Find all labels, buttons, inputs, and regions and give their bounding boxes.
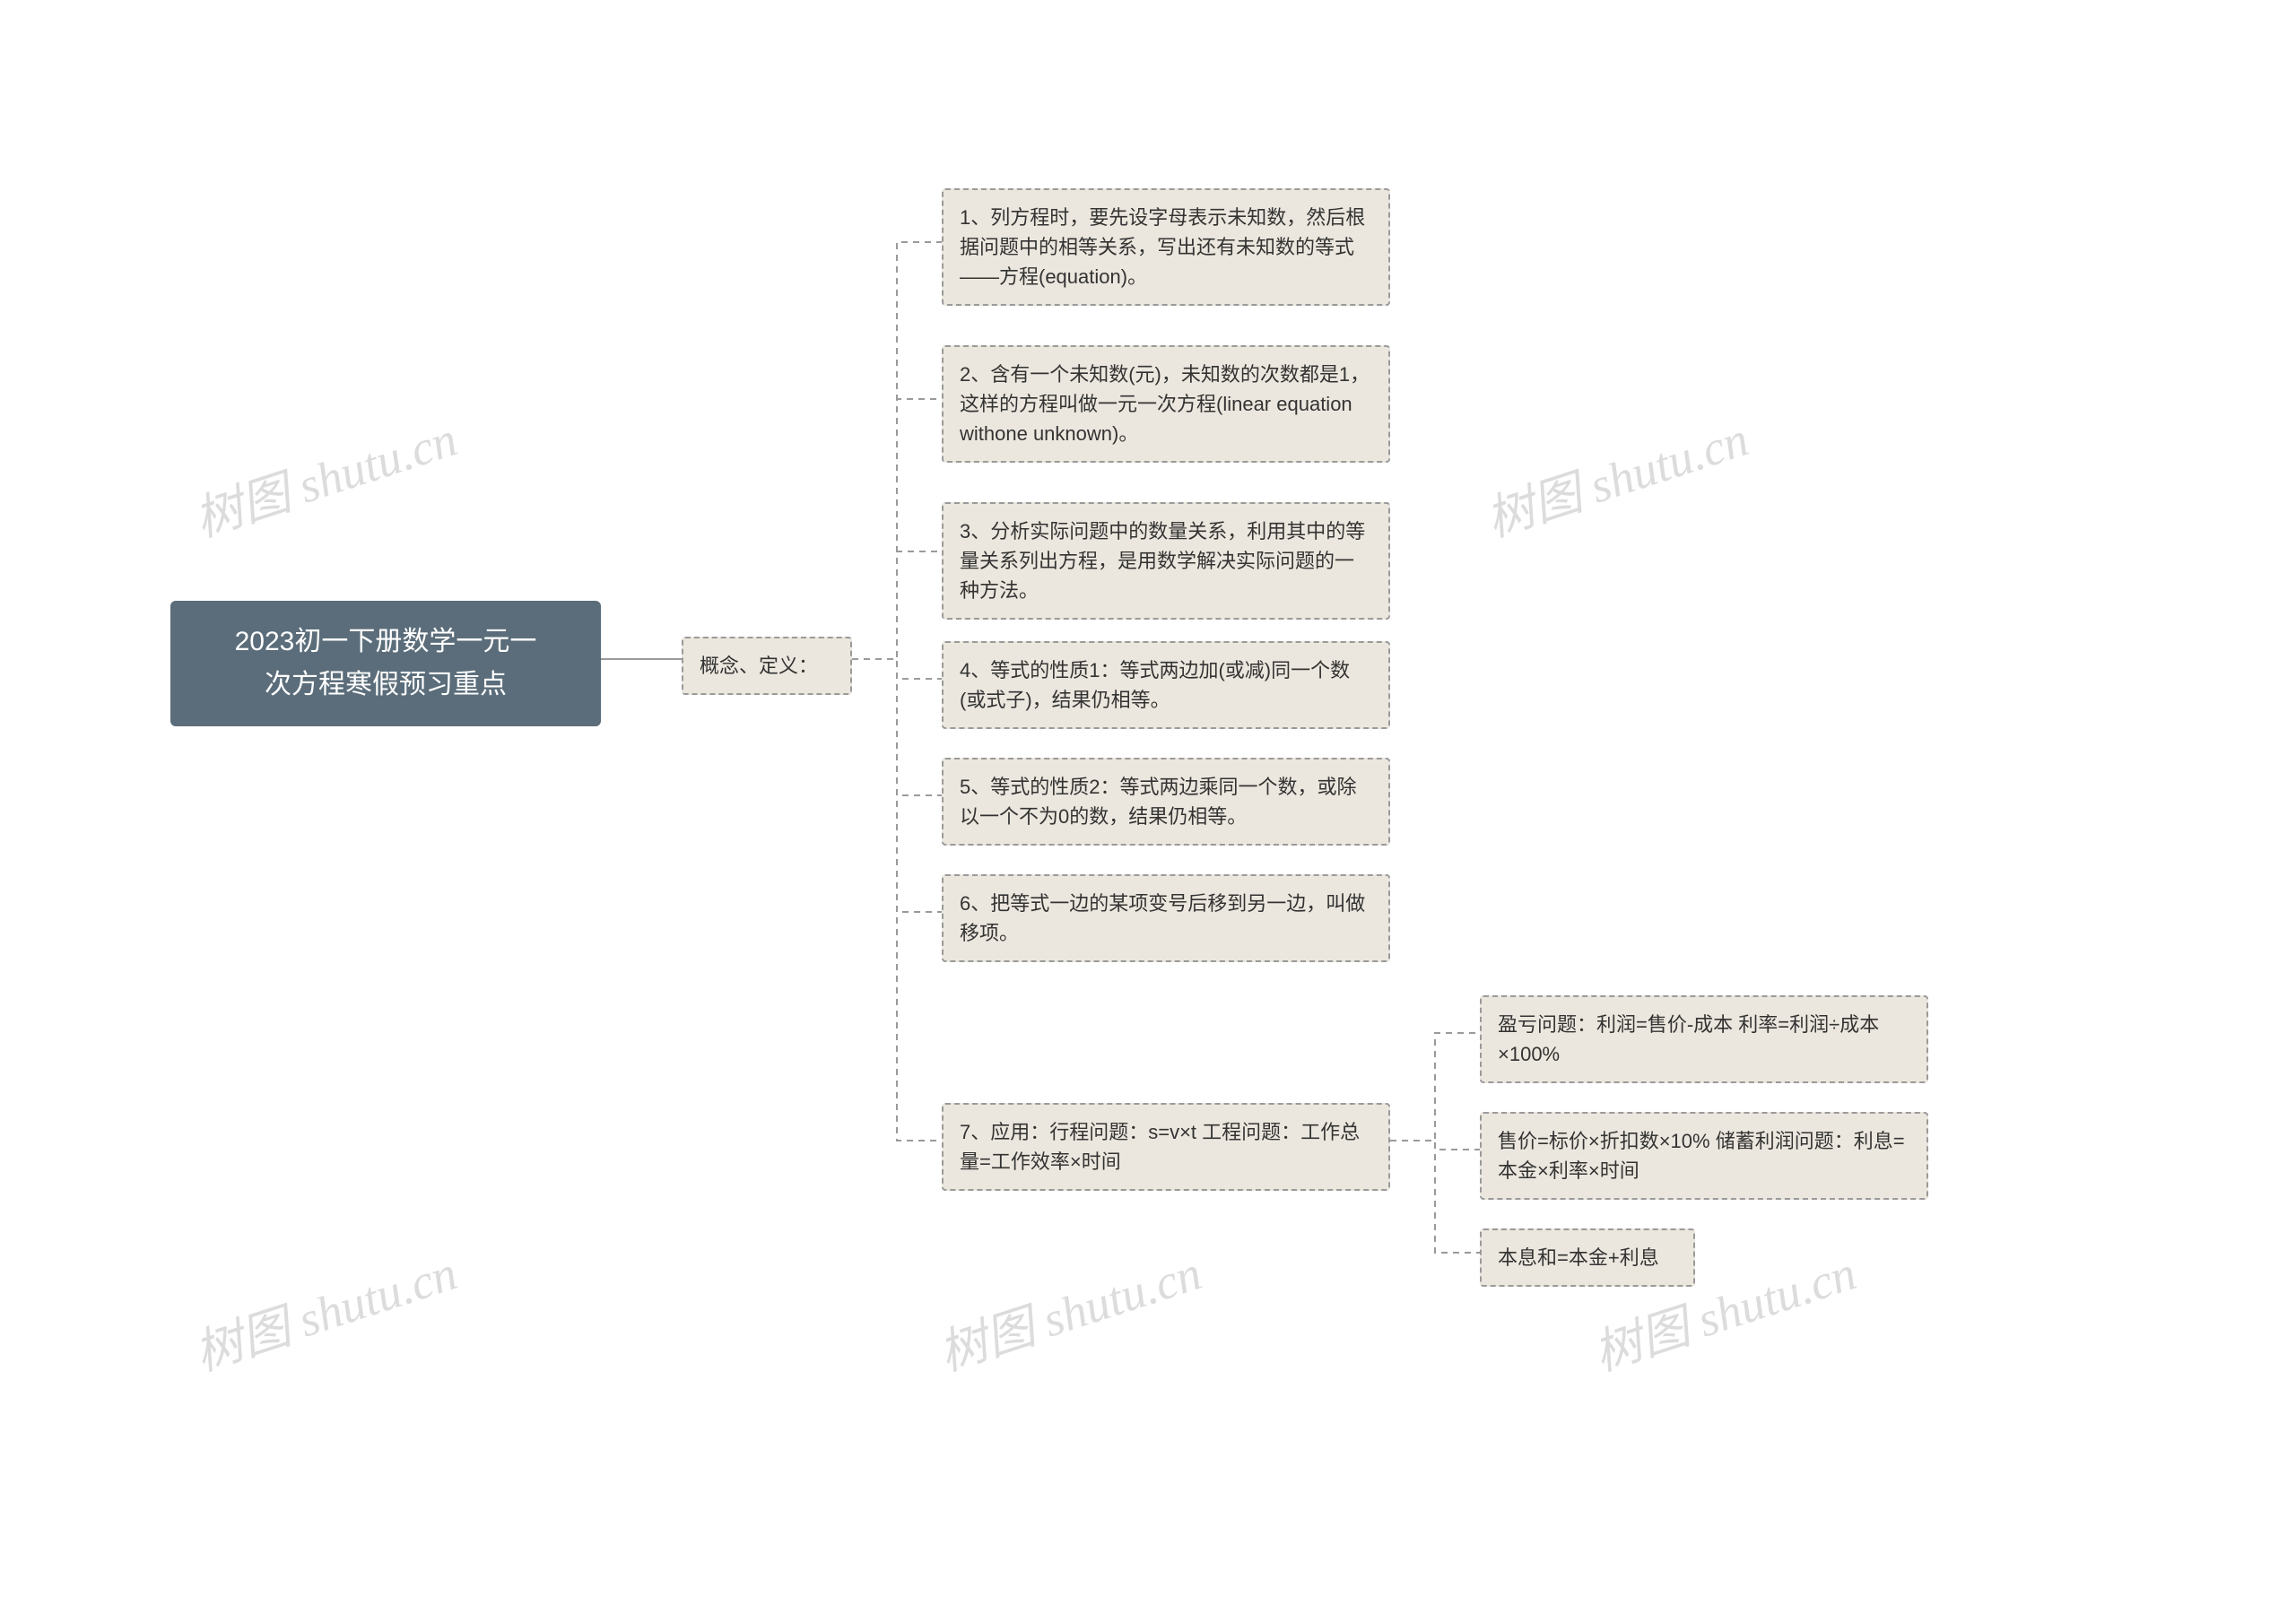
leaf-text: 6、把等式一边的某项变号后移到另一边，叫做移项。	[960, 892, 1365, 944]
leaf-text: 4、等式的性质1：等式两边加(或减)同一个数(或式子)，结果仍相等。	[960, 659, 1350, 711]
watermark: 树图 shutu.cn	[184, 1233, 465, 1384]
leaf-p2: 2、含有一个未知数(元)，未知数的次数都是1，这样的方程叫做一元一次方程(lin…	[942, 345, 1390, 463]
leaf-p6: 6、把等式一边的某项变号后移到另一边，叫做移项。	[942, 874, 1390, 962]
subleaf-s3: 本息和=本金+利息	[1480, 1228, 1695, 1287]
leaf-p5: 5、等式的性质2：等式两边乘同一个数，或除以一个不为0的数，结果仍相等。	[942, 758, 1390, 846]
leaf-text: 3、分析实际问题中的数量关系，利用其中的等量关系列出方程，是用数学解决实际问题的…	[960, 520, 1365, 602]
leaf-p7: 7、应用：行程问题：s=v×t 工程问题：工作总量=工作效率×时间	[942, 1103, 1390, 1191]
branch-concept: 概念、定义：	[682, 637, 852, 695]
watermark: 树图 shutu.cn	[928, 1233, 1209, 1384]
leaf-p1: 1、列方程时，要先设字母表示未知数，然后根据问题中的相等关系，写出还有未知数的等…	[942, 188, 1390, 306]
leaf-text: 2、含有一个未知数(元)，未知数的次数都是1，这样的方程叫做一元一次方程(lin…	[960, 363, 1370, 445]
leaf-text: 1、列方程时，要先设字母表示未知数，然后根据问题中的相等关系，写出还有未知数的等…	[960, 206, 1365, 288]
root-line2: 次方程寒假预习重点	[265, 670, 507, 699]
watermark: 树图 shutu.cn	[184, 399, 465, 551]
leaf-text: 本息和=本金+利息	[1498, 1246, 1659, 1269]
leaf-text: 售价=标价×折扣数×10% 储蓄利润问题：利息=本金×利率×时间	[1498, 1130, 1905, 1182]
leaf-text: 5、等式的性质2：等式两边乘同一个数，或除以一个不为0的数，结果仍相等。	[960, 776, 1356, 828]
leaf-p3: 3、分析实际问题中的数量关系，利用其中的等量关系列出方程，是用数学解决实际问题的…	[942, 502, 1390, 620]
root-line1: 2023初一下册数学一元一	[235, 627, 537, 656]
leaf-p4: 4、等式的性质1：等式两边加(或减)同一个数(或式子)，结果仍相等。	[942, 641, 1390, 729]
branch-label: 概念、定义：	[700, 655, 818, 677]
watermark: 树图 shutu.cn	[1475, 399, 1756, 551]
subleaf-s1: 盈亏问题：利润=售价-成本 利率=利润÷成本×100%	[1480, 995, 1928, 1083]
leaf-text: 盈亏问题：利润=售价-成本 利率=利润÷成本×100%	[1498, 1013, 1879, 1065]
leaf-text: 7、应用：行程问题：s=v×t 工程问题：工作总量=工作效率×时间	[960, 1121, 1360, 1173]
subleaf-s2: 售价=标价×折扣数×10% 储蓄利润问题：利息=本金×利率×时间	[1480, 1112, 1928, 1200]
root-node: 2023初一下册数学一元一 次方程寒假预习重点	[170, 601, 601, 726]
